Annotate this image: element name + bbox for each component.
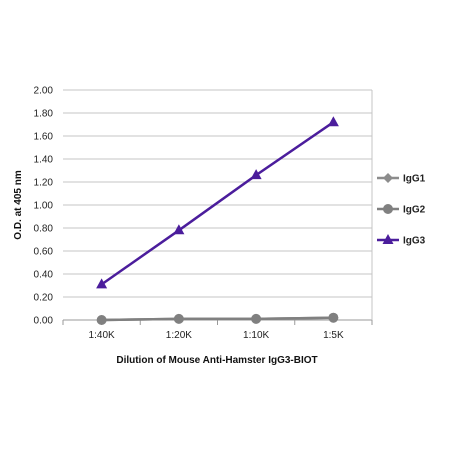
series-group xyxy=(96,116,339,325)
y-tick-label: 0.40 xyxy=(34,270,54,281)
y-tick-label: 1.60 xyxy=(34,132,54,143)
data-point xyxy=(328,312,339,323)
data-point xyxy=(96,278,108,289)
legend-item-igg2: IgG2 xyxy=(377,204,426,216)
data-point xyxy=(250,169,262,180)
x-tick-label: 1:10K xyxy=(243,330,269,341)
x-axis-title: Dilution of Mouse Anti-Hamster IgG3-BIOT xyxy=(116,355,317,366)
legend-item-igg3: IgG3 xyxy=(377,234,426,247)
legend: IgG1 IgG2 IgG3 xyxy=(377,173,426,247)
series-igg3 xyxy=(96,116,339,289)
data-point xyxy=(173,313,184,324)
data-point xyxy=(173,224,185,235)
series-igg2 xyxy=(96,312,339,325)
y-tick-labels: 0.00 0.20 0.40 0.60 0.80 1.00 1.20 1.40 1.60 1.80… xyxy=(34,86,54,327)
y-axis-title: O.D. at 405 nm xyxy=(13,170,24,240)
y-tick-label: 0.80 xyxy=(34,224,54,235)
legend-marker xyxy=(382,234,394,244)
legend-label: IgG1 xyxy=(403,174,426,185)
x-tick-label: 1:5K xyxy=(323,330,344,341)
legend-marker xyxy=(383,204,393,214)
data-point xyxy=(251,313,262,324)
x-tick-label: 1:40K xyxy=(89,330,115,341)
y-tick-label: 0.60 xyxy=(34,247,54,258)
y-tick-label: 1.40 xyxy=(34,155,54,166)
series-line xyxy=(100,121,335,286)
x-tick-labels: 1:40K 1:20K 1:10K 1:5K xyxy=(62,320,373,341)
y-tick-label: 1.20 xyxy=(34,178,54,189)
y-tick-label: 2.00 xyxy=(34,86,54,97)
legend-item-igg1: IgG1 xyxy=(377,173,426,185)
legend-label: IgG2 xyxy=(403,205,426,216)
y-tick-label: 1.00 xyxy=(34,201,54,212)
legend-marker xyxy=(383,173,393,183)
y-tick-label: 1.80 xyxy=(34,109,54,120)
legend-label: IgG3 xyxy=(403,236,426,247)
x-tick-label: 1:20K xyxy=(166,330,192,341)
series-line xyxy=(101,316,334,322)
y-tick-label: 0.00 xyxy=(34,316,54,327)
y-tick-label: 0.20 xyxy=(34,293,54,304)
data-point xyxy=(96,315,107,325)
gridlines xyxy=(63,89,373,321)
data-point xyxy=(327,116,339,127)
